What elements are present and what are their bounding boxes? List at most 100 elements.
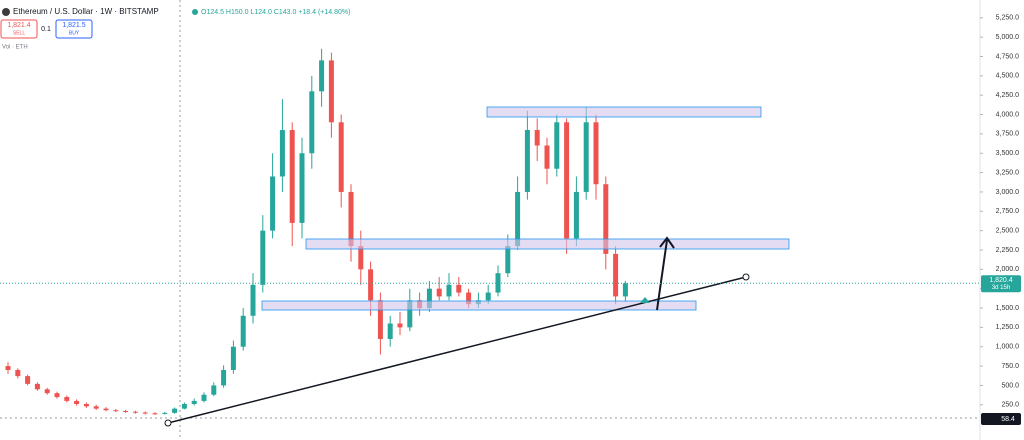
indicator-tag xyxy=(981,413,1021,425)
candle-body xyxy=(15,369,21,377)
candle-body xyxy=(603,184,609,254)
signal-marker xyxy=(640,297,650,303)
candle-body xyxy=(191,400,197,405)
candle-body xyxy=(358,246,364,270)
candle-body xyxy=(348,191,354,247)
candle-body xyxy=(181,404,187,409)
candle-body xyxy=(142,412,148,414)
candle-body xyxy=(387,323,393,339)
candle-body xyxy=(221,369,227,386)
y-tick-label: 750.0 xyxy=(1001,363,1019,370)
spread: 0.1 xyxy=(41,26,51,33)
candle-body xyxy=(299,153,305,223)
candle-body xyxy=(270,176,276,231)
candle-body xyxy=(505,246,511,274)
y-tick-label: 2,250.0 xyxy=(996,247,1019,254)
candle-body xyxy=(103,408,109,411)
candle-body xyxy=(368,269,374,301)
candles xyxy=(5,48,628,415)
candle-body xyxy=(466,292,472,305)
trend-line xyxy=(167,276,747,424)
arrow xyxy=(656,239,668,311)
symbol-title: Ethereum / U.S. Dollar · 1W · BITSTAMP xyxy=(13,7,159,16)
candle-body xyxy=(279,130,285,177)
buy-label: BUY xyxy=(69,30,80,36)
y-tick-label: 500.0 xyxy=(1001,382,1019,389)
y-tick-label: 4,000.0 xyxy=(996,111,1019,118)
candle-body xyxy=(5,366,11,370)
y-tick-label: 3,500.0 xyxy=(996,150,1019,157)
candle-body xyxy=(319,60,325,92)
status-dot xyxy=(192,9,198,15)
support-zone xyxy=(261,300,697,311)
candle-body xyxy=(83,404,89,407)
candle-body xyxy=(613,253,619,297)
candle-body xyxy=(34,383,40,390)
candle-body xyxy=(534,130,540,146)
candle-body xyxy=(25,376,31,384)
y-tick-label: 2,750.0 xyxy=(996,208,1019,215)
y-tick-label: 3,750.0 xyxy=(996,131,1019,138)
mid-zone xyxy=(305,238,790,250)
y-tick-label: 2,000.0 xyxy=(996,266,1019,273)
indicator-value: 58.4 xyxy=(1001,416,1015,423)
trend-handle xyxy=(742,273,750,281)
candle-body xyxy=(573,191,579,239)
candle-body xyxy=(338,122,344,192)
candle-body xyxy=(622,283,628,297)
candle-body xyxy=(44,389,50,394)
y-tick-label: 4,500.0 xyxy=(996,73,1019,80)
y-tick-label: 5,000.0 xyxy=(996,34,1019,41)
candle-body xyxy=(54,393,60,398)
trend-handle xyxy=(164,419,172,427)
symbol-icon xyxy=(2,8,10,16)
arrow-head xyxy=(659,236,675,249)
y-tick-label: 1,500.0 xyxy=(996,305,1019,312)
last-price-tag xyxy=(981,275,1021,293)
candle-body xyxy=(172,408,178,413)
candle-body xyxy=(240,315,246,347)
candle-body xyxy=(397,323,403,328)
y-tick-label: 1,250.0 xyxy=(996,324,1019,331)
candle-body xyxy=(260,230,266,285)
y-tick-label: 2,500.0 xyxy=(996,227,1019,234)
candle-body xyxy=(554,122,560,169)
candle-body xyxy=(152,413,158,415)
resistance-zone xyxy=(486,106,762,118)
y-tick-label: 250.0 xyxy=(1001,402,1019,409)
y-tick-label: 5,250.0 xyxy=(996,15,1019,22)
candle-body xyxy=(132,411,138,413)
sell-label: SELL xyxy=(13,30,25,36)
candle-body xyxy=(524,130,530,192)
candle-body xyxy=(328,60,334,123)
y-tick-label: 4,750.0 xyxy=(996,53,1019,60)
buy-button[interactable] xyxy=(55,19,93,39)
candle-body xyxy=(93,406,99,409)
candle-body xyxy=(456,284,462,293)
candle-body xyxy=(446,284,452,297)
candle-body xyxy=(485,292,491,301)
header: Ethereum / U.S. Dollar · 1W · BITSTAMP O… xyxy=(0,7,350,51)
price-axis: 250.0500.0750.01,000.01,250.01,500.01,75… xyxy=(980,15,1019,409)
candle-body xyxy=(564,122,570,239)
candle-body xyxy=(64,397,70,401)
y-tick-label: 1,000.0 xyxy=(996,344,1019,351)
candle-body xyxy=(426,288,432,309)
volume-label: Vol · ETH xyxy=(2,45,28,51)
y-tick-label: 3,000.0 xyxy=(996,189,1019,196)
candle-body xyxy=(377,300,383,339)
sell-button[interactable] xyxy=(0,19,38,39)
y-tick-label: 3,250.0 xyxy=(996,169,1019,176)
y-tick-label: 4,250.0 xyxy=(996,92,1019,99)
sell-price: 1,821.4 xyxy=(7,22,30,29)
candle-body xyxy=(74,400,80,405)
candle-body xyxy=(201,394,207,401)
candle-body xyxy=(544,145,550,169)
candle-body xyxy=(309,91,315,154)
candle-body xyxy=(583,122,589,192)
candle-body xyxy=(515,191,521,247)
last-price-label: 1,820.4 xyxy=(989,277,1012,284)
countdown: 3d 15h xyxy=(992,285,1010,291)
candle-body xyxy=(436,288,442,297)
